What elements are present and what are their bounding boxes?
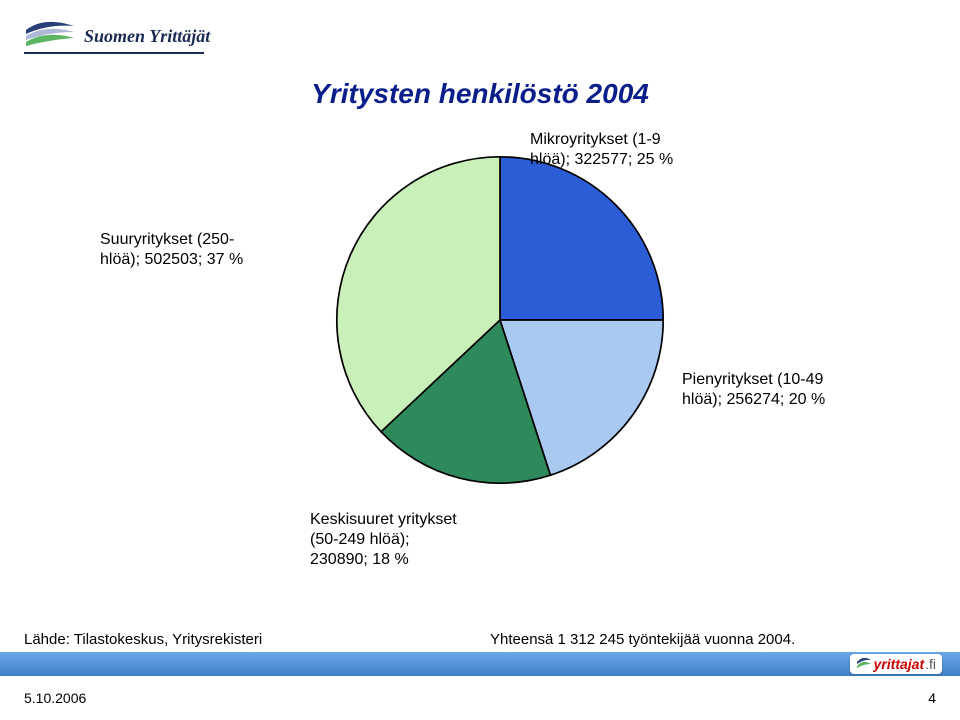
pie-label-mikro: Mikroyritykset (1-9hlöä); 322577; 25 %	[530, 130, 673, 170]
brand-logo-text: Suomen Yrittäjät	[84, 26, 210, 47]
footer-page-number: 4	[928, 690, 936, 706]
brand-logo-mark	[24, 20, 76, 52]
brand-logo: Suomen Yrittäjät	[24, 20, 210, 52]
slide: Suomen Yrittäjät Yritysten henkilöstö 20…	[0, 0, 960, 720]
footer-bar: Lähde: Tilastokeskus, Yritysrekisteri Yh…	[0, 652, 960, 676]
pie-label-keski: Keskisuuret yritykset(50-249 hlöä);23089…	[310, 510, 457, 570]
footer-logo-text: yrittajat	[874, 656, 925, 672]
pie-wrap	[330, 150, 670, 490]
pie-chart: Mikroyritykset (1-9hlöä); 322577; 25 % Pi…	[0, 130, 960, 600]
footer-logo-suffix: .fi	[925, 656, 936, 672]
pie-svg	[330, 150, 670, 490]
pie-label-pien: Pienyritykset (10-49hlöä); 256274; 20 %	[682, 370, 825, 410]
brand-logo-underline	[24, 52, 204, 54]
footer-total: Yhteensä 1 312 245 työntekijää vuonna 20…	[490, 631, 795, 648]
footer-logo-chip: yrittajat.fi	[850, 654, 942, 674]
footer-date: 5.10.2006	[24, 690, 86, 706]
pie-slice-mikro	[500, 157, 663, 320]
pie-label-suur: Suuryritykset (250-hlöä); 502503; 37 %	[100, 230, 243, 270]
page-title: Yritysten henkilöstö 2004	[0, 78, 960, 110]
footer-logo: yrittajat.fi	[850, 650, 942, 678]
footer-source: Lähde: Tilastokeskus, Yritysrekisteri	[24, 631, 262, 648]
